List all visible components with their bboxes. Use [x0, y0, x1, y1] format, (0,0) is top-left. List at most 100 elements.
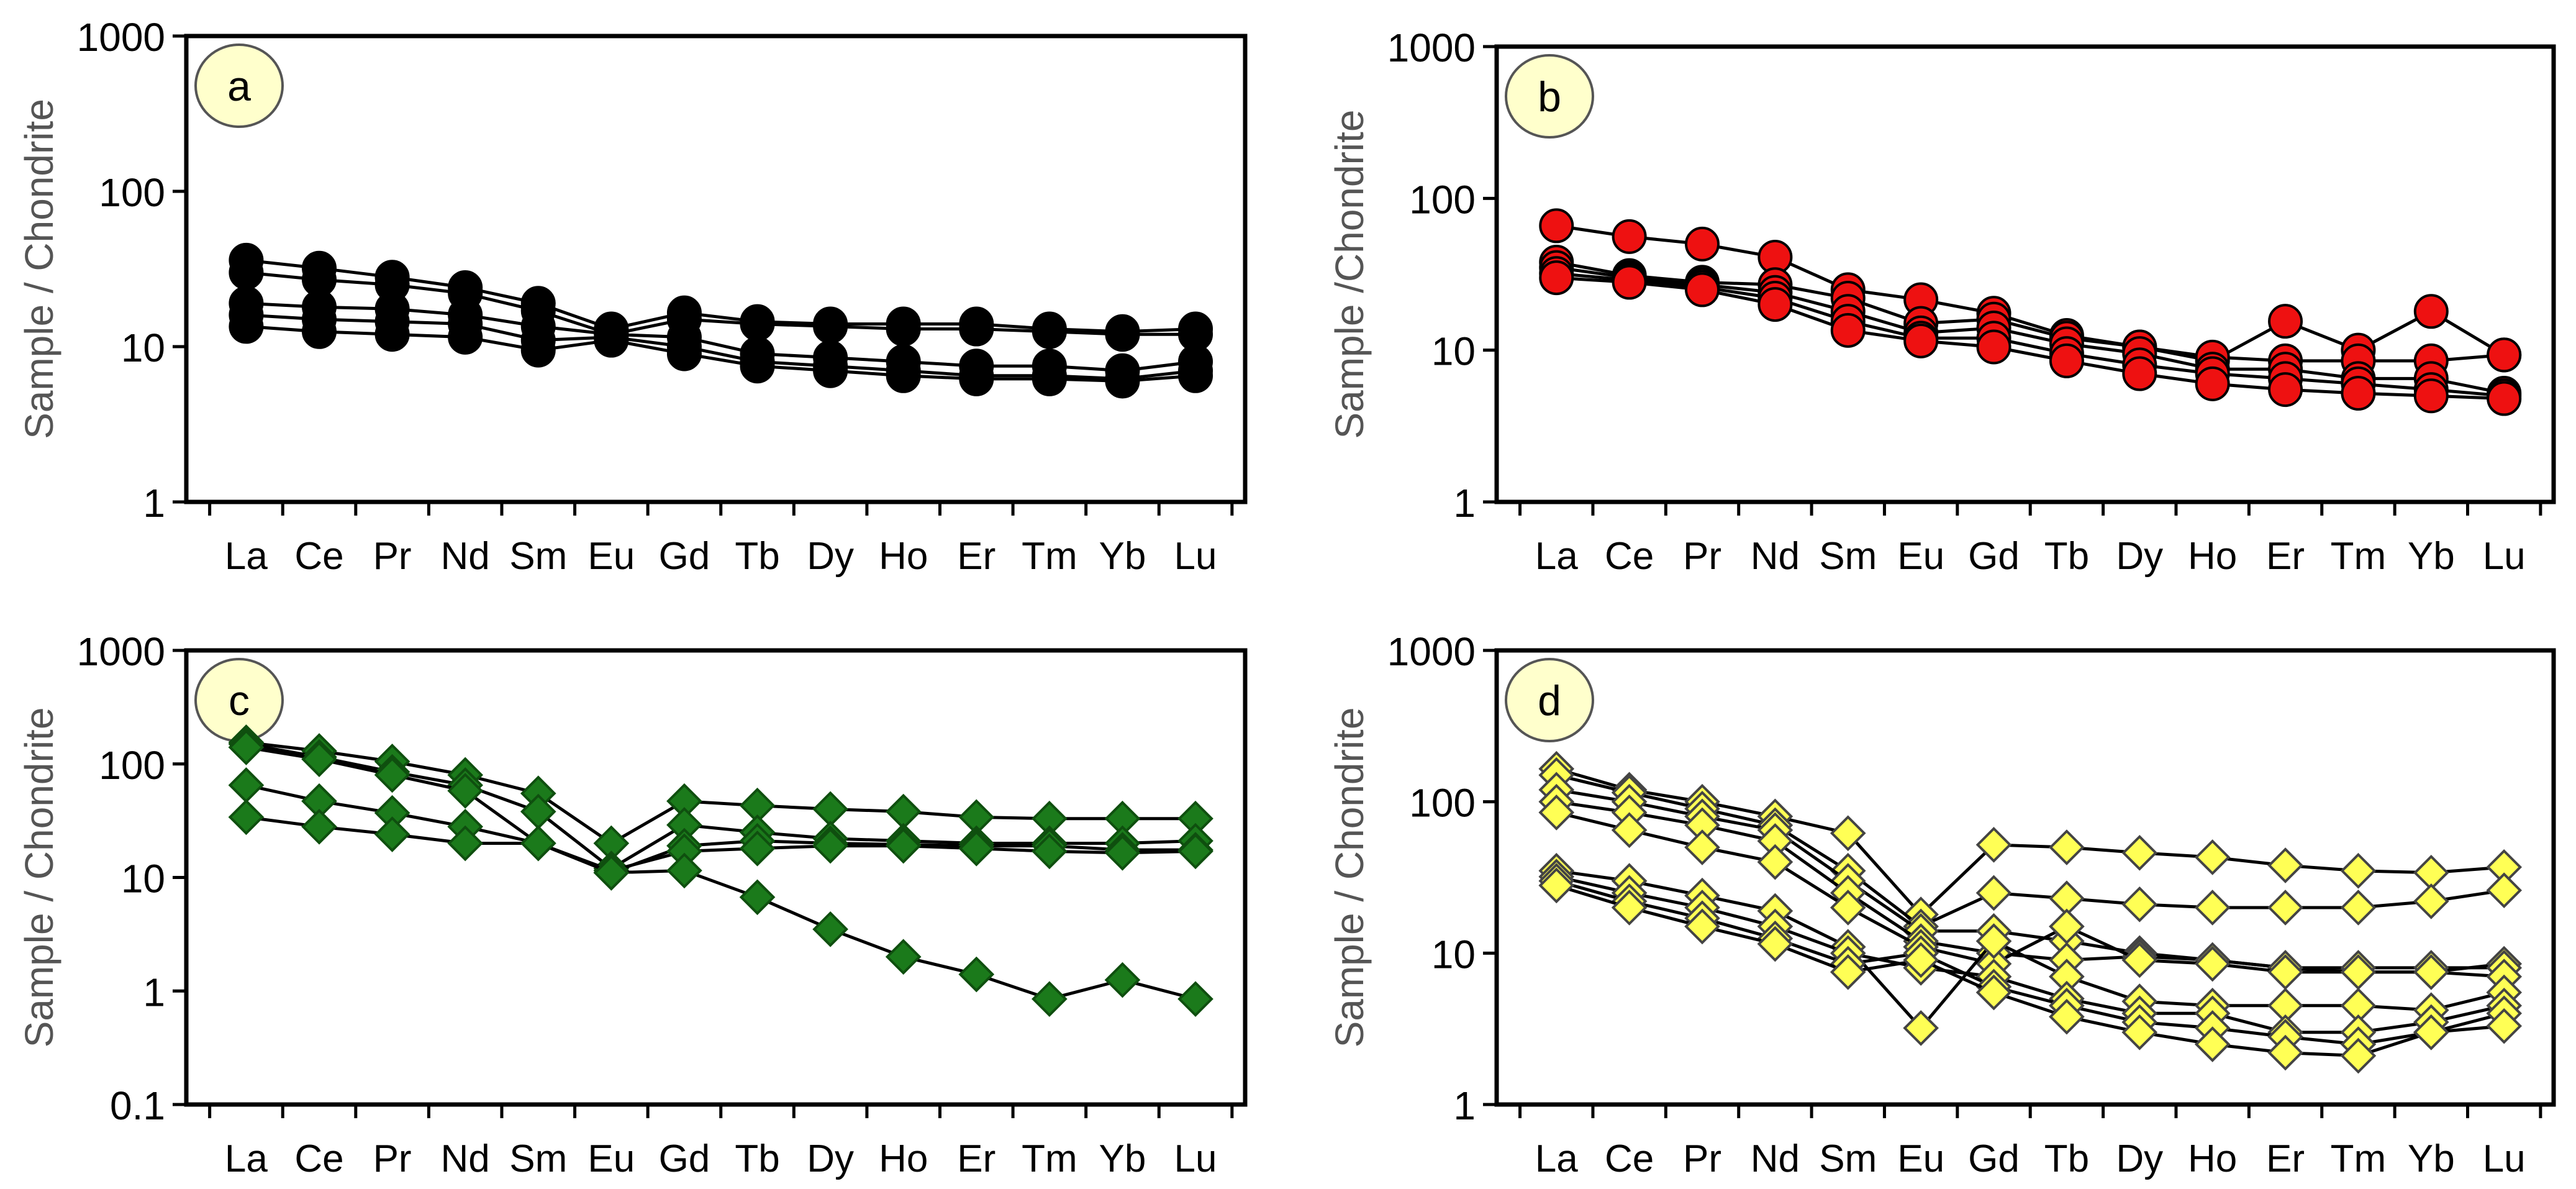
- x-tick-label-Er: Er: [2266, 1137, 2305, 1180]
- y-axis-label: Sample /Chondrite: [1327, 109, 1372, 439]
- y-tick-label: 1000: [77, 629, 165, 674]
- x-tick-label-Ho: Ho: [2188, 535, 2237, 578]
- data-point-Er: [2268, 304, 2303, 339]
- x-tick-label-Dy: Dy: [2116, 535, 2163, 578]
- data-point-Gd: [666, 852, 702, 889]
- data-point-Ho: [2194, 890, 2231, 926]
- data-point-Tm: [2340, 852, 2377, 889]
- x-tick-label-Gd: Gd: [659, 535, 710, 578]
- data-point-Lu: [2487, 381, 2522, 416]
- data-point-La: [229, 309, 264, 344]
- panel-label-bubble: [194, 43, 284, 128]
- x-tick-label-Tm: Tm: [2331, 1137, 2387, 1180]
- data-point-Gd: [1975, 875, 2012, 911]
- data-point-Pr: [374, 317, 410, 352]
- x-tick-label-Lu: Lu: [2483, 535, 2526, 578]
- data-point-Tb: [2049, 998, 2085, 1035]
- data-point-Ho: [2195, 366, 2230, 401]
- data-point-Nd: [447, 825, 484, 862]
- data-point-Gd: [1975, 974, 2012, 1011]
- data-point-Er: [2267, 1034, 2303, 1071]
- y-tick-label: 1000: [1387, 629, 1476, 674]
- x-tick-label-Eu: Eu: [1897, 1137, 1944, 1180]
- data-point-Ho: [2194, 945, 2231, 982]
- data-point-Er: [958, 831, 995, 867]
- data-point-Er: [2267, 847, 2303, 883]
- data-point-Pr: [1684, 908, 1720, 945]
- data-point-Dy: [2121, 886, 2158, 922]
- data-point-La: [228, 729, 265, 765]
- data-point-Pr: [1684, 829, 1720, 865]
- series-5: [1539, 260, 2522, 416]
- x-tick-label-Ce: Ce: [1605, 1137, 1654, 1180]
- data-point-Er: [2267, 890, 2303, 926]
- y-tick-label: 100: [99, 170, 165, 215]
- panel-label: d: [1538, 677, 1561, 724]
- x-tick-label-La: La: [225, 535, 268, 578]
- data-point-Lu: [2487, 337, 2522, 373]
- y-tick-label: 100: [99, 743, 165, 788]
- data-point-Lu: [2486, 1008, 2523, 1044]
- y-tick-label: 1000: [77, 15, 165, 60]
- x-tick-label-La: La: [1535, 1137, 1578, 1180]
- x-tick-label-Pr: Pr: [1683, 535, 1721, 578]
- plot-frame: [1494, 44, 2556, 504]
- y-axis-label: Sample / Chondrite: [17, 99, 61, 439]
- data-point-Yb: [2413, 883, 2449, 919]
- data-point-Nd: [1757, 844, 1794, 880]
- data-point-Dy: [2121, 835, 2158, 871]
- data-point-Nd: [1757, 926, 1794, 962]
- y-tick-label: 0.1: [110, 1083, 165, 1128]
- y-tick-label: 10: [1431, 932, 1476, 977]
- data-point-Tm: [1032, 314, 1067, 349]
- panel-label: c: [229, 677, 250, 724]
- data-point-Tm: [2340, 1037, 2377, 1074]
- data-point-Ho: [2194, 1026, 2231, 1062]
- x-tick-label-Dy: Dy: [807, 1137, 854, 1180]
- data-point-Eu: [594, 322, 629, 358]
- data-point-La: [228, 799, 265, 836]
- data-point-Ho: [885, 827, 922, 864]
- chart-panel-a: 1 10 100 1000 La Ce Pr Nd Sm Eu Gd Tb Dy Ho Er Tm Yb Lu Sa…: [17, 15, 1248, 578]
- data-point-Tb: [740, 306, 775, 342]
- data-point-Gd: [666, 336, 702, 371]
- data-point-Nd: [1757, 287, 1793, 322]
- x-tick-label-Yb: Yb: [1099, 535, 1146, 578]
- y-tick-label: 100: [1409, 781, 1476, 826]
- data-point-Gd: [1976, 329, 2011, 365]
- y-tick-label: 1: [143, 481, 165, 526]
- x-tick-label-Eu: Eu: [1897, 535, 1944, 578]
- data-point-Yb: [1104, 834, 1141, 871]
- y-axis-label: Sample / Chondrite: [1327, 708, 1372, 1048]
- data-point-Dy: [812, 911, 848, 947]
- x-tick-label-Gd: Gd: [1968, 1137, 2020, 1180]
- plot-frame: [184, 34, 1248, 504]
- data-point-La: [1538, 867, 1575, 904]
- x-tick-label-Ce: Ce: [1605, 535, 1654, 578]
- data-point-La: [1539, 208, 1574, 244]
- data-point-Er: [959, 311, 994, 347]
- series-5: [229, 309, 1213, 399]
- data-point-Yb: [2413, 294, 2449, 329]
- x-tick-label-La: La: [1535, 535, 1578, 578]
- data-point-Yb: [1104, 962, 1141, 998]
- x-tick-label-Pr: Pr: [373, 535, 412, 578]
- x-tick-label-Er: Er: [2266, 535, 2305, 578]
- x-tick-label-Ho: Ho: [879, 1137, 928, 1180]
- x-tick-label-Er: Er: [957, 1137, 995, 1180]
- x-tick-label-Tb: Tb: [735, 535, 779, 578]
- x-tick-label-Yb: Yb: [1099, 1137, 1146, 1180]
- y-tick-label: 10: [121, 857, 165, 901]
- data-point-Yb: [2413, 954, 2449, 990]
- y-tick-label: 10: [1431, 329, 1476, 374]
- y-tick-label: 1000: [1387, 25, 1476, 70]
- data-point-Nd: [448, 319, 483, 355]
- data-point-Sm: [1830, 890, 1866, 926]
- data-point-Tm: [1032, 833, 1068, 870]
- x-tick-label-Nd: Nd: [1751, 535, 1800, 578]
- x-tick-label-Lu: Lu: [1174, 535, 1217, 578]
- data-point-Eu: [1903, 323, 1939, 358]
- chart-panel-b: 1 10 100 1000 La Ce Pr Nd Sm Eu Gd Tb Dy Ho Er Tm Yb Lu Sa…: [1327, 25, 2556, 578]
- x-tick-label-Er: Er: [957, 535, 995, 578]
- data-point-Er: [2268, 372, 2303, 408]
